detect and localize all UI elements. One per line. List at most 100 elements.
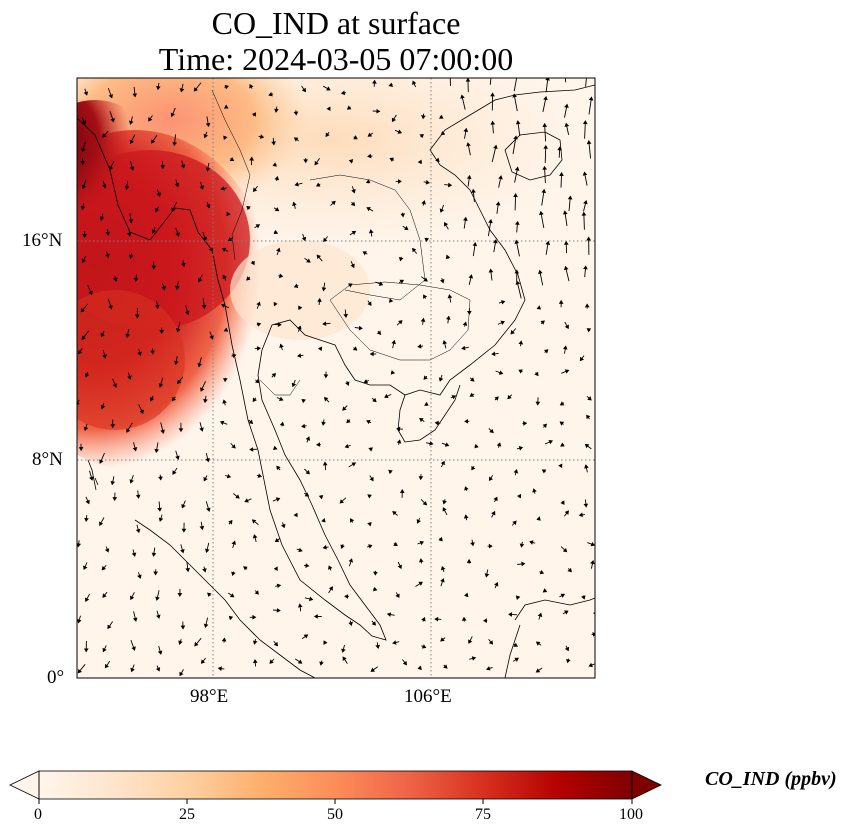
- wind-arrowhead: [536, 516, 541, 521]
- wind-arrowhead: [298, 547, 303, 553]
- wind-arrowhead: [493, 496, 498, 502]
- wind-arrowhead: [222, 274, 227, 280]
- wind-arrowhead: [272, 162, 277, 167]
- wind-arrowhead: [348, 621, 353, 627]
- wind-arrowhead: [559, 171, 564, 176]
- wind-arrowhead: [125, 333, 130, 338]
- wind-arrow: [585, 78, 587, 87]
- wind-arrowhead: [229, 593, 235, 598]
- wind-arrowhead: [461, 616, 467, 621]
- wind-arrowhead: [128, 219, 134, 224]
- wind-arrowhead: [77, 619, 82, 624]
- wind-arrowhead: [464, 592, 469, 598]
- wind-arrowhead: [490, 120, 496, 125]
- colorbar-gradient: [39, 771, 632, 799]
- wind-arrowhead: [564, 646, 570, 652]
- wind-arrowhead: [305, 563, 310, 568]
- wind-arrowhead: [160, 429, 165, 434]
- wind-arrowhead: [586, 328, 592, 333]
- wind-arrowhead: [484, 573, 490, 578]
- wind-arrowhead: [378, 281, 384, 286]
- wind-arrowhead: [353, 135, 358, 140]
- wind-arrowhead: [368, 544, 373, 549]
- wind-arrowhead: [496, 442, 502, 447]
- country-border-4: [259, 379, 301, 396]
- wind-arrowhead: [252, 614, 257, 620]
- wind-arrow: [594, 378, 595, 380]
- wind-arrowhead: [172, 142, 178, 147]
- wind-arrowhead: [443, 664, 448, 669]
- wind-arrowhead: [228, 519, 233, 525]
- wind-arrowhead: [235, 494, 240, 499]
- wind-arrowhead: [490, 74, 493, 77]
- wind-arrowhead: [440, 460, 445, 466]
- wind-arrowhead: [419, 540, 425, 546]
- wind-arrowhead: [201, 305, 207, 310]
- wind-arrowhead: [539, 569, 545, 575]
- wind-arrowhead: [542, 423, 548, 428]
- country-border-3: [329, 281, 471, 361]
- wind-arrowhead: [301, 236, 307, 242]
- wind-arrowhead: [498, 370, 504, 375]
- wind-arrowhead: [256, 346, 261, 351]
- wind-arrowhead: [424, 401, 429, 406]
- wind-arrowhead: [150, 350, 155, 355]
- wind-arrowhead: [446, 315, 451, 320]
- wind-arrowhead: [498, 175, 503, 180]
- wind-arrowhead: [205, 457, 210, 463]
- wind-arrowhead: [464, 418, 469, 424]
- wind-arrowhead: [398, 320, 403, 325]
- wind-arrowhead: [112, 383, 117, 388]
- wind-arrowhead: [104, 548, 110, 553]
- wind-arrowhead: [221, 637, 227, 642]
- wind-arrowhead: [518, 369, 523, 374]
- wind-arrow: [513, 78, 518, 92]
- wind-arrowhead: [83, 91, 89, 96]
- wind-arrowhead: [362, 251, 367, 256]
- wind-arrowhead: [101, 565, 106, 571]
- wind-arrowhead: [108, 305, 113, 310]
- wind-arrowhead: [100, 404, 106, 410]
- wind-arrowhead: [566, 658, 571, 664]
- wind-arrowhead: [294, 181, 299, 187]
- wind-arrowhead: [151, 139, 156, 144]
- wind-arrowhead: [376, 330, 382, 335]
- wind-arrowhead: [304, 492, 310, 497]
- wind-arrowhead: [597, 376, 600, 379]
- wind-arrowhead: [81, 258, 86, 264]
- wind-arrowhead: [468, 639, 473, 644]
- wind-arrowhead: [474, 443, 479, 449]
- wind-arrowhead: [449, 72, 452, 75]
- wind-arrowhead: [271, 141, 276, 146]
- wind-arrowhead: [416, 519, 421, 524]
- wind-arrowhead: [316, 254, 322, 260]
- wind-arrowhead: [560, 593, 566, 598]
- wind-arrowhead: [249, 156, 254, 161]
- wind-arrowhead: [470, 542, 475, 547]
- wind-arrowhead: [543, 96, 548, 101]
- wind-arrowhead: [350, 518, 355, 523]
- wind-arrowhead: [542, 122, 548, 128]
- wind-arrowhead: [255, 379, 260, 384]
- andaman-islands: [87, 459, 99, 491]
- wind-arrowhead: [131, 552, 137, 557]
- wind-arrowhead: [463, 514, 469, 519]
- wind-arrowhead: [293, 512, 298, 518]
- wind-arrowhead: [249, 447, 254, 452]
- wind-arrowhead: [346, 105, 352, 110]
- wind-arrowhead: [348, 159, 354, 164]
- wind-arrowhead: [515, 120, 521, 125]
- wind-arrowhead: [135, 528, 141, 534]
- map-frame: [76, 77, 596, 679]
- wind-arrowhead: [180, 625, 186, 630]
- wind-arrowhead: [174, 182, 180, 188]
- wind-arrowhead: [582, 120, 588, 125]
- wind-arrowhead: [588, 662, 593, 668]
- wind-arrowhead: [562, 345, 568, 350]
- wind-arrowhead: [367, 153, 372, 159]
- wind-arrowhead: [564, 510, 569, 515]
- wind-arrowhead: [129, 166, 135, 171]
- wind-arrowhead: [105, 253, 110, 259]
- wind-arrowhead: [564, 324, 569, 330]
- wind-arrowhead: [590, 560, 595, 565]
